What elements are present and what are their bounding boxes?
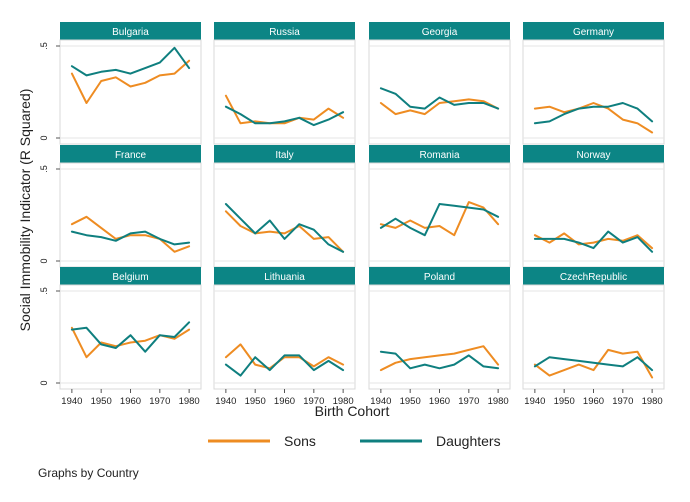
panel-frame-bulgaria — [59, 39, 202, 145]
x-tick-label-czechrepublic: 1980 — [642, 396, 663, 407]
panel-frame-germany — [522, 39, 665, 145]
panel-title-norway: Norway — [577, 150, 611, 161]
y-tick-label-belgium: .5 — [39, 287, 49, 295]
panel-title-romania: Romania — [419, 150, 459, 161]
panel-frame-poland — [368, 284, 511, 390]
panel-title-czechrepublic: CzechRepublic — [560, 272, 627, 283]
series-line-daughters-czechrepublic — [533, 356, 654, 372]
panel-title-lithuania: Lithuania — [264, 272, 305, 283]
panel-header-russia — [214, 22, 355, 40]
series-line-daughters-lithuania — [224, 354, 345, 377]
panel-frame-belgium — [59, 284, 202, 390]
series-line-sons-belgium — [70, 326, 191, 359]
series-line-sons-russia — [224, 94, 345, 125]
panel-header-georgia — [369, 22, 510, 40]
series-line-sons-georgia — [379, 98, 500, 116]
panel-header-france — [60, 145, 201, 163]
x-axis-label: Birth Cohort — [315, 403, 390, 419]
series-line-sons-romania — [379, 201, 500, 237]
y-tick-label-france: .5 — [39, 165, 49, 173]
series-line-sons-lithuania — [224, 343, 345, 370]
x-tick-label-poland: 1970 — [458, 396, 479, 407]
series-line-daughters-germany — [533, 102, 654, 125]
panel-frame-italy — [213, 162, 356, 268]
series-line-sons-france — [70, 215, 191, 253]
panel-header-czechrepublic — [523, 267, 664, 285]
series-line-daughters-georgia — [379, 87, 500, 110]
series-line-sons-italy — [224, 210, 345, 253]
x-tick-label-belgium: 1970 — [149, 396, 170, 407]
legend-label-daughters: Daughters — [436, 433, 501, 449]
series-line-daughters-bulgaria — [70, 46, 191, 77]
panel-title-italy: Italy — [275, 150, 293, 161]
series-line-daughters-russia — [224, 105, 345, 127]
x-tick-label-poland: 1980 — [488, 396, 509, 407]
panel-title-bulgaria: Bulgaria — [112, 27, 149, 38]
series-line-daughters-belgium — [70, 321, 191, 353]
series-line-daughters-romania — [379, 203, 500, 237]
panel-frame-russia — [213, 39, 356, 145]
series-line-daughters-poland — [379, 350, 500, 370]
panel-header-poland — [369, 267, 510, 285]
legend-label-sons: Sons — [284, 433, 316, 449]
x-tick-label-lithuania: 1950 — [245, 396, 266, 407]
panel-frame-lithuania — [213, 284, 356, 390]
x-tick-label-poland: 1940 — [370, 396, 391, 407]
panel-header-romania — [369, 145, 510, 163]
x-tick-label-lithuania: 1970 — [303, 396, 324, 407]
panel-frame-czechrepublic — [522, 284, 665, 390]
panel-frame-romania — [368, 162, 511, 268]
y-axis-label: Social Immobility Indicator (R Squared) — [17, 89, 33, 332]
panel-frame-norway — [522, 162, 665, 268]
panel-header-germany — [523, 22, 664, 40]
panel-title-germany: Germany — [573, 27, 614, 38]
x-tick-label-poland: 1950 — [400, 396, 421, 407]
panel-title-france: France — [115, 150, 147, 161]
panel-header-bulgaria — [60, 22, 201, 40]
panel-header-italy — [214, 145, 355, 163]
panel-title-russia: Russia — [269, 27, 300, 38]
x-tick-label-czechrepublic: 1960 — [583, 396, 604, 407]
y-tick-label-france: 0 — [39, 258, 49, 263]
y-tick-label-bulgaria: .5 — [39, 42, 49, 50]
x-tick-label-belgium: 1980 — [179, 396, 200, 407]
x-tick-label-czechrepublic: 1970 — [612, 396, 633, 407]
series-line-sons-czechrepublic — [533, 348, 654, 379]
x-tick-label-lithuania: 1980 — [333, 396, 354, 407]
x-tick-label-poland: 1960 — [429, 396, 450, 407]
x-tick-label-belgium: 1950 — [91, 396, 112, 407]
series-line-sons-poland — [379, 345, 500, 372]
x-tick-label-belgium: 1940 — [61, 396, 82, 407]
panel-title-georgia: Georgia — [422, 27, 458, 38]
series-line-daughters-france — [70, 230, 191, 246]
x-tick-label-czechrepublic: 1940 — [524, 396, 545, 407]
panel-header-norway — [523, 145, 664, 163]
panel-header-lithuania — [214, 267, 355, 285]
x-tick-label-czechrepublic: 1950 — [554, 396, 575, 407]
x-tick-label-belgium: 1960 — [120, 396, 141, 407]
series-line-daughters-norway — [533, 230, 654, 253]
panel-title-poland: Poland — [424, 272, 455, 283]
panel-title-belgium: Belgium — [112, 272, 148, 283]
panel-header-belgium — [60, 267, 201, 285]
series-line-sons-germany — [533, 102, 654, 134]
y-tick-label-bulgaria: 0 — [39, 135, 49, 140]
panel-frame-france — [59, 162, 202, 268]
x-tick-label-lithuania: 1960 — [274, 396, 295, 407]
x-tick-label-lithuania: 1940 — [215, 396, 236, 407]
footnote: Graphs by Country — [38, 466, 139, 480]
series-line-daughters-italy — [224, 203, 345, 253]
y-tick-label-belgium: 0 — [39, 380, 49, 385]
series-line-sons-bulgaria — [70, 59, 191, 104]
